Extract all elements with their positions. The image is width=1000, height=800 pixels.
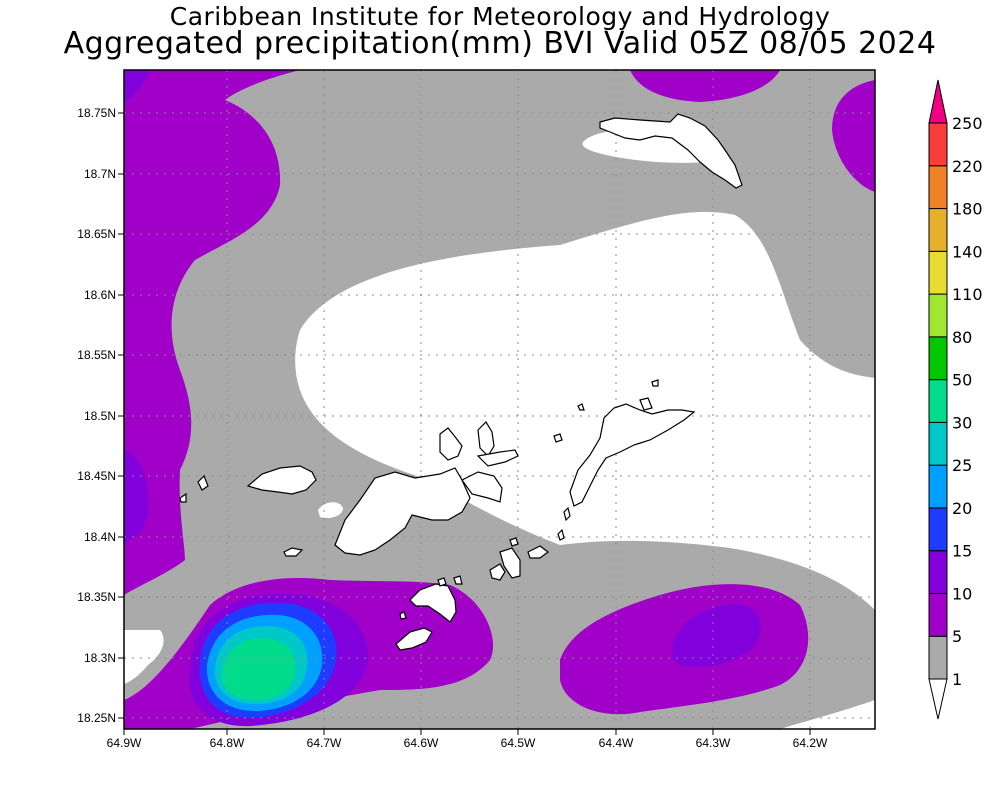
colorbar-segment (928, 293, 948, 338)
y-tick-label: 18.65N (77, 227, 116, 241)
chart-title: Caribbean Institute for Meteorology and … (169, 2, 831, 31)
colorbar-label: 140 (952, 242, 983, 261)
colorbar-segment (928, 165, 948, 210)
x-tick-label: 64.4W (599, 736, 634, 750)
x-tick-label: 64.3W (696, 736, 731, 750)
colorbar-segment (928, 208, 948, 252)
map-area (124, 70, 875, 729)
colorbar-segment (928, 507, 948, 552)
island-small-7 (563, 506, 571, 522)
colorbar-segment (928, 550, 948, 594)
colorbar-segment (928, 592, 948, 637)
colorbar-label: 220 (952, 157, 983, 176)
chart-subtitle: Aggregated precipitation(mm) BVI Valid 0… (63, 26, 937, 61)
island-cooper (527, 545, 549, 559)
island-east-tortola (461, 471, 503, 503)
precip-field-10-15mm-southeast (671, 604, 762, 667)
x-tick-label: 64.2W (793, 736, 828, 750)
colorbar-segment (928, 635, 948, 680)
island-little-thatch (283, 547, 304, 557)
y-tick-label: 18.35N (77, 590, 116, 604)
island-small-2 (179, 492, 187, 503)
colorbar-label: 50 (952, 371, 972, 390)
y-axis: 18.75N 18.7N 18.65N 18.6N 18.55N 18.5N 18.45N 1… (77, 106, 124, 725)
island-anegada (599, 113, 743, 189)
dry-area-southwest (124, 630, 164, 684)
colorbar-label: 250 (952, 114, 983, 133)
island-small-4 (577, 403, 585, 411)
y-tick-label: 18.7N (84, 167, 116, 181)
x-tick-label: 64.8W (210, 736, 245, 750)
island-jost-van-dyke (439, 427, 463, 461)
island-small-5 (651, 379, 659, 387)
island-coastlines (179, 113, 743, 651)
island-small-11 (509, 537, 519, 547)
island-st-john (409, 583, 457, 623)
precip-field-5-10mm-east (832, 80, 875, 192)
graticule (124, 70, 875, 729)
colorbar-label: 110 (952, 285, 983, 304)
colorbar-segment (928, 421, 948, 466)
x-tick-label: 64.5W (501, 736, 536, 750)
colorbar-label: 15 (952, 542, 972, 561)
y-tick-label: 18.25N (77, 711, 116, 725)
x-axis: 64.9W 64.8W 64.7W 64.6W 64.5W 64.4W 64.3W 64.2W (107, 729, 828, 750)
y-tick-label: 18.6N (84, 288, 116, 302)
colorbar-label: 1 (952, 670, 962, 689)
y-tick-label: 18.45N (77, 469, 116, 483)
island-tortola (334, 467, 471, 556)
colorbar-label: 25 (952, 456, 972, 475)
precip-field-5-10mm-northeast (630, 70, 780, 102)
island-cayman-small-1 (197, 474, 209, 491)
colorbar-segment (928, 379, 948, 423)
colorbar-lower-extension (928, 678, 948, 720)
precip-field-10-15mm-northwest (124, 70, 150, 100)
colorbar-label: 10 (952, 584, 972, 603)
colorbar-label: 5 (952, 627, 962, 646)
x-tick-label: 64.6W (404, 736, 439, 750)
island-peter (499, 547, 521, 579)
colorbar-label: 30 (952, 413, 972, 432)
colorbar-label: 20 (952, 499, 972, 518)
x-tick-label: 64.9W (107, 736, 142, 750)
precip-field-30-50mm (221, 637, 296, 700)
island-norman (489, 563, 506, 581)
island-small-9 (437, 577, 447, 587)
island-beef-island (476, 449, 519, 467)
colorbar-segment (928, 122, 948, 167)
precip-field-10-15mm-west (124, 450, 149, 542)
y-tick-label: 18.3N (84, 651, 116, 665)
colorbar-segment (928, 336, 948, 381)
y-tick-label: 18.4N (84, 530, 116, 544)
precip-field-5-10mm-west (124, 70, 300, 595)
plot-frame (123, 69, 876, 730)
island-guana (477, 421, 495, 457)
y-tick-label: 18.75N (77, 106, 116, 120)
colorbar-label: 80 (952, 328, 972, 347)
y-tick-label: 18.5N (84, 409, 116, 423)
island-small-8 (557, 528, 565, 541)
island-small-3 (553, 433, 563, 443)
island-st-john-south (395, 627, 433, 651)
island-small-6 (639, 397, 653, 411)
island-small-12 (399, 611, 407, 620)
colorbar-label: 180 (952, 200, 983, 219)
dry-area-central (295, 211, 875, 611)
colorbar-upper-extension (928, 79, 948, 124)
colorbar-segment (928, 250, 948, 295)
x-tick-label: 64.7W (307, 736, 342, 750)
island-virgin-gorda (569, 403, 696, 507)
colorbar-segment (928, 464, 948, 509)
island-small-10 (453, 575, 463, 585)
dry-area-west-small (318, 502, 343, 518)
dry-area-southeast (780, 700, 875, 729)
island-west-end (246, 465, 317, 495)
y-tick-label: 18.55N (77, 348, 116, 362)
